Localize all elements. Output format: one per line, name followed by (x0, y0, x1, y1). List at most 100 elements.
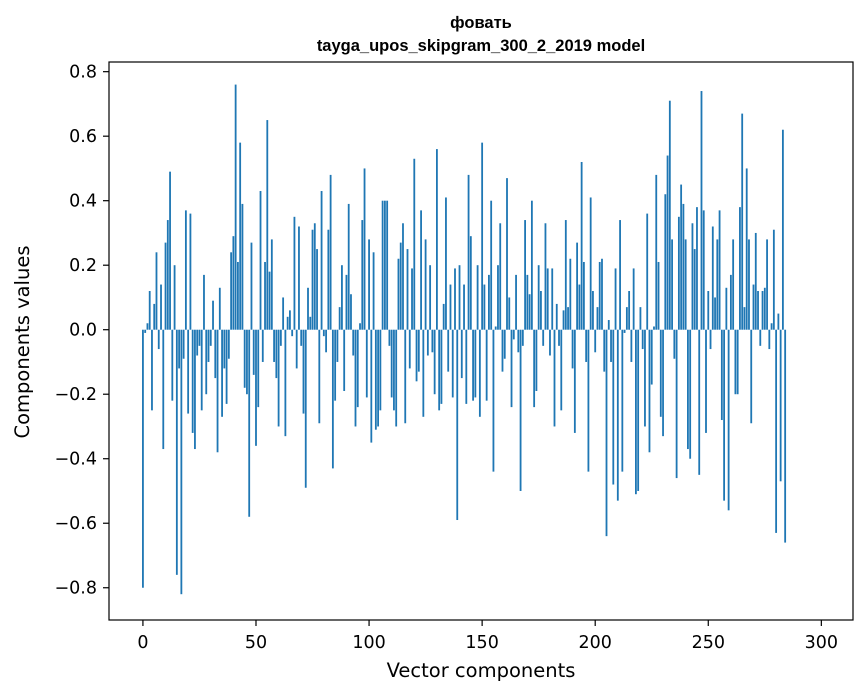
bar (300, 329, 303, 346)
bar (417, 329, 420, 372)
bar (745, 168, 748, 330)
bar (616, 329, 619, 501)
bar (180, 329, 183, 595)
bar (768, 329, 771, 350)
bar (499, 223, 502, 330)
bar (772, 229, 775, 330)
bar (408, 329, 411, 369)
bar (341, 265, 343, 330)
bar (295, 329, 298, 369)
bar (646, 213, 649, 330)
bar (227, 329, 230, 359)
bar (449, 284, 452, 330)
bar (644, 329, 646, 427)
y-tick-label: −0.6 (55, 514, 98, 534)
bar-series (142, 84, 787, 595)
bar (329, 174, 332, 330)
bar (687, 329, 689, 450)
bar (705, 329, 707, 433)
bar (359, 323, 361, 330)
bar (560, 329, 563, 411)
bar (549, 329, 551, 356)
bar (160, 284, 162, 330)
bar (488, 274, 490, 330)
bar (270, 239, 273, 330)
bar (406, 249, 409, 330)
bar (628, 291, 631, 330)
bar (673, 329, 676, 359)
x-tick-label: 0 (137, 633, 148, 653)
bar (209, 329, 212, 346)
bar (207, 329, 210, 362)
bar (241, 203, 244, 330)
bar (540, 291, 542, 330)
bar (225, 329, 228, 404)
bar (456, 329, 459, 521)
y-tick-label: −0.8 (55, 579, 98, 599)
bar (682, 203, 685, 330)
bar (354, 329, 357, 427)
bar (171, 329, 174, 401)
bar (198, 329, 201, 346)
bar (766, 239, 768, 330)
bar (155, 252, 158, 330)
bar (221, 329, 223, 417)
bar (282, 297, 285, 330)
bar (261, 329, 264, 362)
bar (506, 178, 508, 330)
bar (492, 329, 495, 472)
bar (750, 329, 753, 424)
bar (727, 329, 730, 511)
bar (696, 207, 698, 330)
x-axis-ticks: 0 50 100 150 200 250 300 (137, 620, 838, 653)
bar (397, 258, 400, 330)
bar (383, 200, 386, 330)
bar (379, 329, 382, 411)
bar (716, 239, 719, 330)
bar (257, 329, 260, 408)
bar (497, 265, 499, 330)
bar (467, 174, 470, 330)
bar (723, 329, 726, 501)
bar (576, 242, 579, 330)
x-tick-label: 200 (578, 633, 611, 653)
bar (530, 200, 533, 330)
bar (196, 329, 199, 356)
bar (365, 329, 368, 398)
bar (625, 307, 628, 330)
bar (433, 329, 436, 395)
bar (537, 265, 540, 330)
bar (454, 268, 456, 330)
bar (415, 329, 418, 382)
bar (677, 216, 680, 330)
bar (372, 252, 375, 330)
bar (741, 113, 744, 330)
bar (732, 239, 735, 330)
bar (246, 329, 248, 395)
bar (411, 268, 413, 330)
bar (748, 239, 750, 330)
bar (535, 329, 538, 391)
bar (569, 258, 572, 330)
bar (469, 236, 472, 330)
bar (451, 329, 454, 398)
bar (494, 326, 497, 330)
bar (655, 174, 658, 330)
bar (596, 307, 599, 330)
bar (250, 242, 253, 330)
bar (485, 329, 488, 401)
bar (189, 213, 192, 330)
bar (234, 84, 237, 330)
y-tick-label: 0.2 (69, 256, 97, 276)
bar (343, 329, 346, 391)
bar (612, 329, 615, 485)
bar (641, 329, 644, 350)
bar (711, 226, 714, 330)
bar (284, 329, 287, 437)
bar (440, 329, 443, 404)
bar (610, 329, 612, 362)
bar (463, 284, 465, 330)
bar (483, 284, 486, 330)
bar (320, 191, 323, 330)
bar (693, 249, 696, 330)
